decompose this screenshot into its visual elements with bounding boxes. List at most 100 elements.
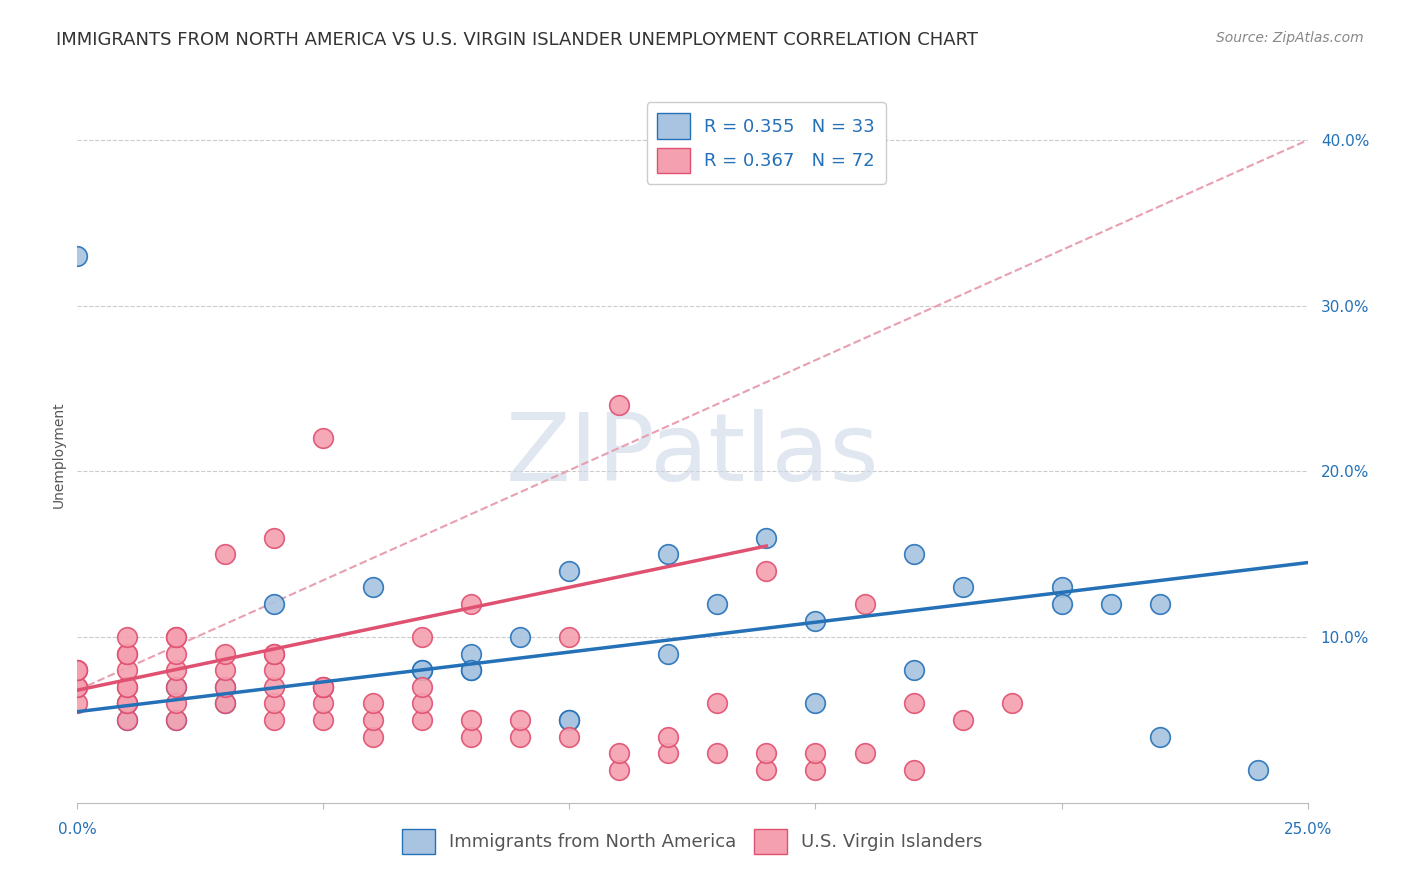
Point <box>66 697 89 711</box>
Point <box>66 680 89 694</box>
Point <box>706 746 728 760</box>
Point <box>411 663 433 677</box>
Point <box>361 713 384 727</box>
Text: ZIPatlas: ZIPatlas <box>506 409 879 501</box>
Text: 0.0%: 0.0% <box>58 822 97 838</box>
Point <box>1001 697 1024 711</box>
Point <box>165 630 187 644</box>
Point <box>509 630 531 644</box>
Point <box>66 680 89 694</box>
Point <box>804 614 827 628</box>
Point <box>558 630 581 644</box>
Point <box>115 680 138 694</box>
Point <box>657 730 679 744</box>
Point <box>115 647 138 661</box>
Point <box>755 763 778 777</box>
Point <box>115 630 138 644</box>
Point <box>115 663 138 677</box>
Text: IMMIGRANTS FROM NORTH AMERICA VS U.S. VIRGIN ISLANDER UNEMPLOYMENT CORRELATION C: IMMIGRANTS FROM NORTH AMERICA VS U.S. VI… <box>56 31 979 49</box>
Point <box>165 630 187 644</box>
Point <box>214 663 236 677</box>
Point <box>755 531 778 545</box>
Point <box>214 547 236 561</box>
Point <box>853 746 876 760</box>
Point <box>312 680 335 694</box>
Point <box>263 531 285 545</box>
Point <box>361 581 384 595</box>
Point <box>411 713 433 727</box>
Point <box>165 713 187 727</box>
Point <box>558 564 581 578</box>
Point <box>1149 730 1171 744</box>
Point <box>66 663 89 677</box>
Point <box>558 713 581 727</box>
Point <box>115 713 138 727</box>
Legend: Immigrants from North America, U.S. Virgin Islanders: Immigrants from North America, U.S. Virg… <box>394 820 991 863</box>
Point <box>312 680 335 694</box>
Point <box>657 746 679 760</box>
Point <box>411 697 433 711</box>
Point <box>263 697 285 711</box>
Point <box>706 597 728 611</box>
Point <box>657 547 679 561</box>
Point <box>509 713 531 727</box>
Point <box>214 697 236 711</box>
Point <box>165 697 187 711</box>
Point <box>263 713 285 727</box>
Point <box>460 663 482 677</box>
Point <box>263 647 285 661</box>
Point <box>214 680 236 694</box>
Point <box>607 746 630 760</box>
Point <box>1050 597 1073 611</box>
Point <box>263 680 285 694</box>
Point <box>214 647 236 661</box>
Point <box>263 663 285 677</box>
Text: 25.0%: 25.0% <box>1284 822 1331 838</box>
Point <box>607 398 630 412</box>
Point <box>411 663 433 677</box>
Point <box>460 597 482 611</box>
Point <box>66 663 89 677</box>
Point <box>115 697 138 711</box>
Point <box>165 663 187 677</box>
Point <box>115 680 138 694</box>
Point <box>263 647 285 661</box>
Point <box>804 763 827 777</box>
Point <box>509 730 531 744</box>
Point <box>1099 597 1122 611</box>
Point <box>165 647 187 661</box>
Point <box>361 697 384 711</box>
Point <box>214 697 236 711</box>
Y-axis label: Unemployment: Unemployment <box>52 401 66 508</box>
Point <box>903 663 925 677</box>
Point <box>903 697 925 711</box>
Point <box>115 697 138 711</box>
Point <box>411 680 433 694</box>
Point <box>804 746 827 760</box>
Point <box>312 713 335 727</box>
Point <box>1050 581 1073 595</box>
Point <box>312 431 335 445</box>
Point <box>214 680 236 694</box>
Point <box>165 680 187 694</box>
Point <box>558 730 581 744</box>
Point <box>558 713 581 727</box>
Point <box>460 713 482 727</box>
Point <box>411 630 433 644</box>
Point <box>853 597 876 611</box>
Point <box>312 697 335 711</box>
Point <box>903 763 925 777</box>
Point <box>755 564 778 578</box>
Point <box>165 713 187 727</box>
Point <box>115 647 138 661</box>
Point <box>952 581 974 595</box>
Point <box>66 249 89 263</box>
Point <box>1247 763 1270 777</box>
Point <box>706 697 728 711</box>
Point <box>804 697 827 711</box>
Text: Source: ZipAtlas.com: Source: ZipAtlas.com <box>1216 31 1364 45</box>
Point <box>460 730 482 744</box>
Point <box>115 697 138 711</box>
Point <box>361 730 384 744</box>
Point <box>1149 597 1171 611</box>
